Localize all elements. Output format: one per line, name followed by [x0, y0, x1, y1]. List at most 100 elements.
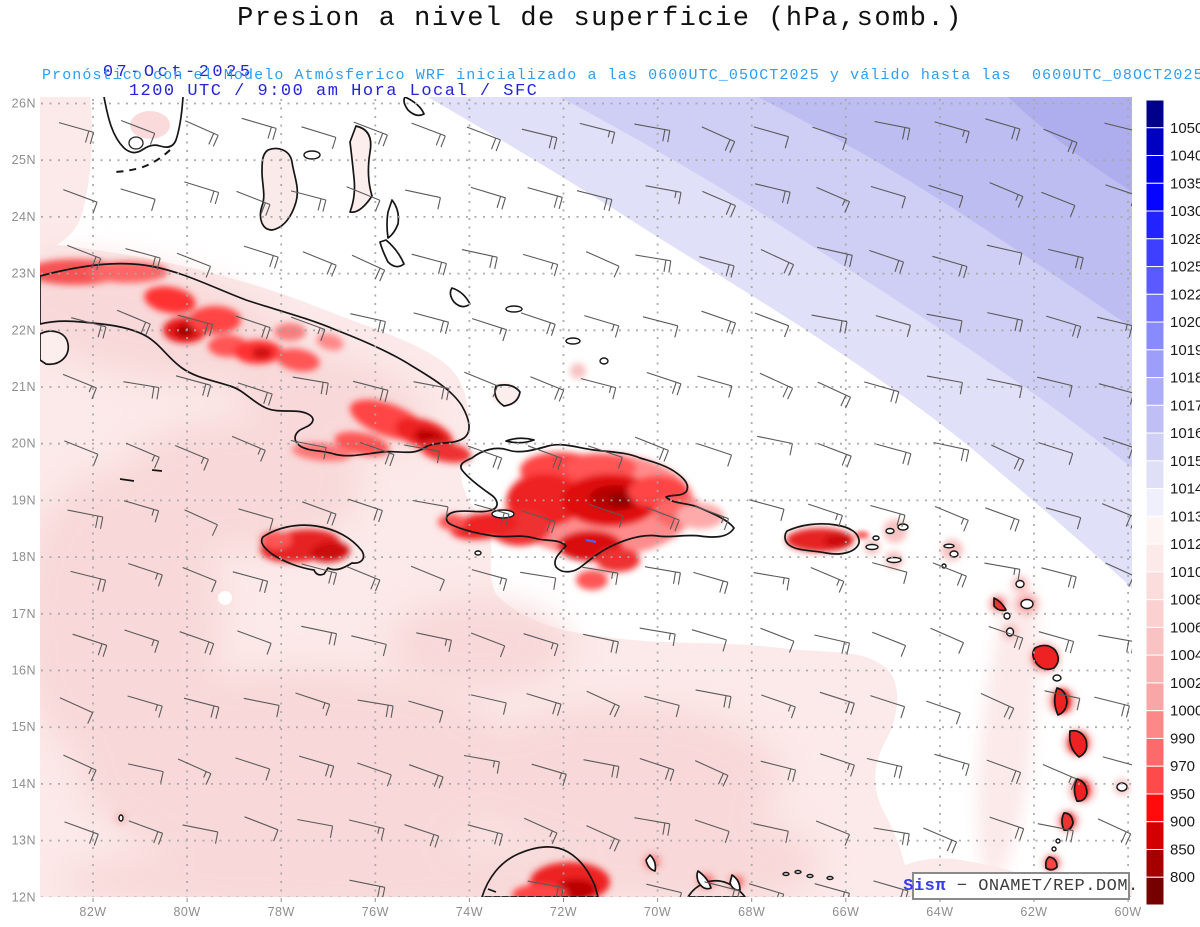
coast-little-cayman [151, 469, 163, 472]
wind-barb [819, 691, 855, 715]
wind-barb [635, 254, 672, 273]
wind-barb [349, 879, 386, 897]
wind-barb [576, 190, 613, 212]
wind-barb [817, 246, 853, 268]
pressure-shading [1008, 97, 1132, 192]
wind-barb [1038, 442, 1074, 465]
wind-barb [985, 118, 1021, 141]
wind-barb [63, 189, 98, 214]
colorbar-segment [1145, 155, 1165, 184]
wind-barb [702, 190, 737, 217]
colorbar-segment [1145, 460, 1165, 490]
wind-barb [120, 119, 156, 145]
coast-islet [487, 888, 497, 893]
coast-long-island [379, 239, 405, 268]
wind-barb [584, 315, 620, 338]
colorbar-segment [1145, 599, 1165, 628]
wind-barb [934, 121, 970, 144]
wind-barb [814, 883, 850, 897]
coast-los-roques-4 [826, 875, 834, 881]
wind-barb [1037, 823, 1074, 843]
wind-barb [701, 126, 736, 153]
coast-virgin-1 [885, 527, 895, 535]
colorbar-segment [1145, 682, 1165, 712]
wind-barb [815, 820, 851, 846]
coast-marie-galante [1052, 674, 1062, 682]
wind-barb [464, 371, 499, 398]
coast-cat-island [386, 199, 400, 239]
colorbar-label: 900 [1170, 814, 1195, 831]
wind-barb [127, 763, 164, 784]
coast-ile-a-vache [474, 550, 482, 556]
wind-barb [866, 757, 903, 779]
wind-barb [754, 183, 791, 205]
lat-label: 22N [12, 323, 36, 337]
lon-label: 74W [456, 905, 483, 919]
coast-st-kitts [993, 597, 1007, 612]
coast-jamaica [260, 524, 365, 576]
coast-virgin-2 [897, 523, 909, 531]
wind-barb [348, 498, 383, 523]
colorbar-segment [1145, 626, 1165, 656]
coast-los-roques-1 [782, 871, 790, 877]
page-title: Presion a nivel de superficie (hPa,somb.… [237, 4, 963, 34]
colorbar-label: 970 [1170, 758, 1195, 775]
coast-swan-cay [118, 814, 124, 822]
colorbar-label: 1028 [1170, 231, 1200, 248]
coast-puerto-rico [784, 522, 860, 555]
wind-barb [128, 562, 163, 587]
coast-los-roques-3 [806, 873, 814, 879]
wind-barb [695, 689, 732, 709]
datetime-line: 07-Oct-2025 1200 UTC / 9:00 am Hora Loca… [62, 44, 538, 120]
colorbar-segment [1145, 266, 1165, 295]
wind-barb [694, 505, 730, 531]
wind-barb [579, 122, 616, 145]
wind-barb [699, 256, 735, 278]
coast-grenadine-2 [1051, 846, 1057, 852]
coast-abaco-hook [403, 97, 425, 117]
wind-barb [756, 435, 793, 456]
colorbar-label: 1050 [1170, 120, 1200, 137]
colorbar-label: 850 [1170, 841, 1195, 858]
wind-barb [760, 760, 797, 782]
date-label: 07-Oct-2025 [102, 63, 254, 82]
colorbar-segment [1145, 210, 1165, 240]
colorbar-segment [1145, 238, 1165, 268]
wind-barb [523, 817, 558, 845]
wind-barb [989, 182, 1024, 208]
wind-barb [72, 633, 108, 657]
colorbar-segment [1145, 127, 1165, 157]
lat-label: 24N [12, 210, 36, 224]
wind-barb [1045, 507, 1082, 530]
pressure-shading [758, 97, 1132, 328]
wind-barb [760, 249, 795, 276]
wind-barb [520, 571, 557, 590]
wind-barb [238, 508, 274, 531]
wind-barb [182, 824, 219, 844]
wind-barb [523, 633, 559, 657]
colorbar-label: 1000 [1170, 703, 1200, 720]
credit-org: ONAMET/REP.DOM. [978, 876, 1139, 896]
wind-barb [182, 566, 217, 593]
wind-barb [644, 566, 681, 585]
wind-barb [697, 375, 733, 398]
wind-barb [817, 442, 852, 468]
wind-barb [1103, 436, 1132, 459]
wind-barb [292, 376, 329, 395]
colorbar-label: 1014 [1170, 481, 1200, 498]
wind-barb [987, 312, 1024, 333]
pressure-shading [189, 306, 241, 334]
wind-barb [1105, 562, 1132, 587]
credit-dash: − [946, 876, 979, 896]
colorbar-label: 1008 [1170, 592, 1200, 609]
colorbar-segment [1145, 515, 1165, 545]
wind-barb [416, 632, 452, 653]
wind-barb [639, 757, 675, 782]
wind-barb [586, 825, 620, 852]
coast-st-vincent [1061, 812, 1074, 831]
wind-barb [1098, 634, 1132, 654]
pressure-shading [40, 97, 92, 252]
coast-tortuga [505, 437, 535, 444]
wind-barb [349, 819, 385, 841]
coast-hispaniola [445, 443, 735, 573]
